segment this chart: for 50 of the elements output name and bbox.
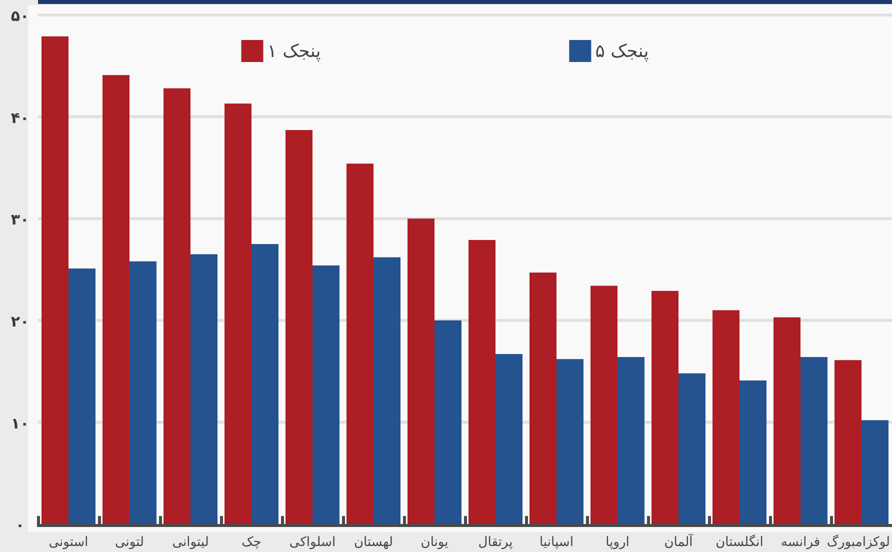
x-tick-label: اسلواکی	[289, 535, 336, 550]
bar	[834, 360, 862, 524]
bar	[102, 75, 130, 524]
x-tick-label: انگلستان	[716, 534, 764, 550]
x-tick-label: چک	[242, 535, 262, 550]
bar	[678, 373, 706, 524]
bar	[312, 265, 340, 524]
bar	[712, 310, 740, 524]
bar	[190, 254, 218, 524]
bar	[618, 357, 644, 524]
x-tick-label: پرتقال	[478, 535, 514, 550]
bar	[434, 320, 462, 524]
y-tick-label: ۵۰	[10, 7, 30, 26]
bar	[408, 218, 434, 524]
x-tick-label: لیتوانی	[172, 535, 209, 550]
x-tick-label: لوکزامبورگ	[826, 534, 890, 550]
x-tick-label: اسپانیا	[540, 535, 574, 550]
bar	[374, 257, 400, 524]
bar	[224, 104, 252, 524]
bar	[774, 317, 800, 524]
bar	[346, 164, 374, 524]
bar	[42, 36, 68, 524]
legend-label: پنجک ۱	[267, 40, 321, 62]
bar	[556, 359, 584, 524]
y-tick-label: ۴۰	[10, 108, 30, 127]
y-tick-label: ۱۰	[10, 414, 30, 432]
bar	[740, 380, 766, 524]
bar	[800, 357, 828, 524]
y-tick-label: ۳۰	[10, 210, 30, 229]
bar	[130, 261, 156, 524]
bar	[530, 272, 556, 524]
bar	[496, 354, 522, 524]
x-tick-label: اروپا	[606, 535, 630, 550]
x-tick-label: فرانسه	[780, 535, 820, 550]
bar	[252, 244, 278, 524]
bar	[286, 130, 312, 524]
bar	[652, 290, 678, 524]
bar	[862, 420, 888, 524]
bar	[164, 88, 190, 524]
bar	[468, 240, 496, 524]
y-tick-label: ۰	[15, 516, 25, 534]
x-tick-label: لهستان	[354, 535, 393, 550]
y-tick-label: ۲۰	[10, 312, 30, 331]
bar	[590, 286, 618, 524]
x-tick-label: یونان	[420, 535, 449, 550]
x-tick-label: لتونی	[114, 535, 144, 550]
x-tick-label: استونی	[48, 535, 88, 550]
legend-label: پنجک ۵	[595, 40, 649, 62]
x-tick-label: آلمان	[664, 533, 694, 550]
bar	[68, 268, 96, 524]
